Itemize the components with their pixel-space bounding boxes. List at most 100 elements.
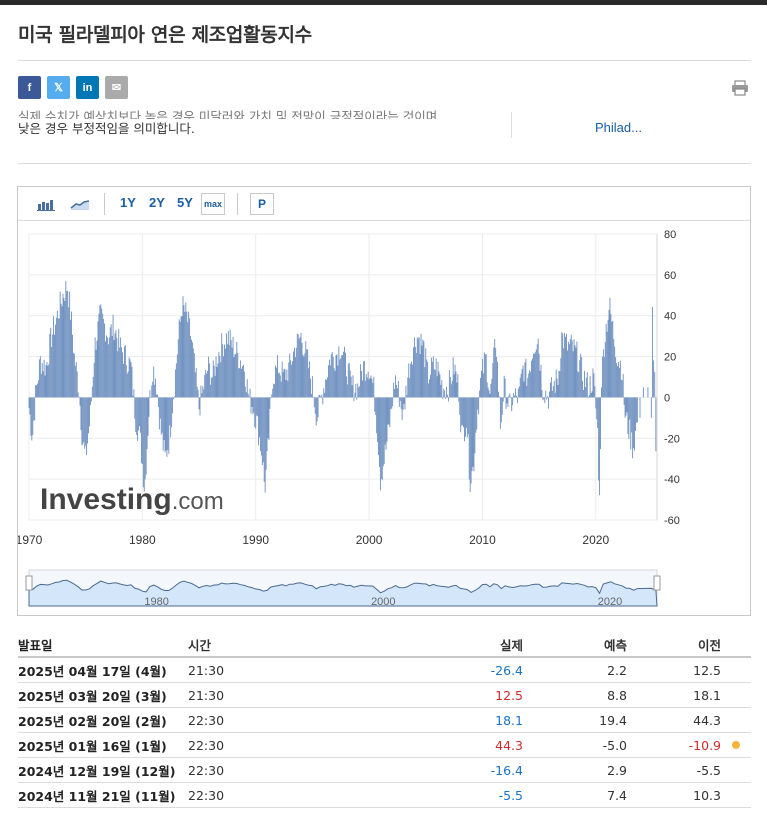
data-bar <box>410 363 412 398</box>
data-bar <box>506 397 508 404</box>
data-bar <box>635 397 637 423</box>
data-bar <box>236 341 238 398</box>
data-bar <box>386 397 388 442</box>
data-bar <box>400 397 402 409</box>
data-bar <box>202 386 204 398</box>
row-time: 22:30 <box>188 737 225 753</box>
data-bar <box>344 346 345 398</box>
header-actual[interactable]: 실제 <box>499 637 523 653</box>
data-bar <box>244 386 246 398</box>
data-bar <box>427 362 429 398</box>
share-bar: f 𝕏 in ✉ <box>18 76 128 99</box>
navigator-handle[interactable] <box>653 575 661 591</box>
data-bar <box>487 387 489 398</box>
data-bar <box>118 328 120 398</box>
range-1y-button[interactable]: 1Y <box>120 195 136 210</box>
range-2y-button[interactable]: 2Y <box>149 195 165 210</box>
data-bar <box>77 392 79 398</box>
print-icon[interactable] <box>731 80 749 96</box>
data-bar <box>212 360 214 398</box>
data-bar <box>542 397 544 401</box>
data-bar <box>497 361 498 398</box>
twitter-share-button[interactable]: 𝕏 <box>47 76 70 99</box>
data-bar <box>440 384 442 398</box>
data-bar <box>312 397 314 399</box>
data-bar <box>164 397 166 453</box>
data-bar <box>463 397 464 428</box>
header-forecast[interactable]: 예측 <box>603 637 627 653</box>
data-bar <box>55 317 57 398</box>
data-bar <box>563 348 565 398</box>
data-bar <box>117 351 119 398</box>
data-bar <box>532 353 534 398</box>
revised-dot-icon[interactable] <box>732 741 740 749</box>
data-bar <box>263 397 265 482</box>
data-bar <box>101 308 103 398</box>
area-chart-icon[interactable] <box>68 193 92 215</box>
data-bar <box>552 386 554 398</box>
data-bar <box>524 362 526 398</box>
data-bar <box>561 332 563 398</box>
navigator-handle[interactable] <box>25 575 33 591</box>
related-indicator-link[interactable]: Philad... <box>595 120 642 135</box>
data-bar <box>293 347 295 398</box>
data-bar <box>519 377 521 398</box>
data-bar <box>471 397 473 472</box>
data-bar <box>436 376 438 398</box>
data-bar <box>451 381 453 398</box>
range-5y-button[interactable]: 5Y <box>177 195 193 210</box>
data-bar <box>545 390 547 398</box>
data-bar <box>39 356 41 398</box>
data-bar <box>447 394 448 398</box>
data-bar <box>592 368 594 398</box>
data-bar <box>393 382 395 398</box>
data-bar <box>149 390 151 398</box>
data-bar <box>472 397 474 467</box>
data-bar <box>373 376 375 398</box>
data-bar <box>271 394 273 398</box>
range-max-button[interactable]: max <box>201 193 225 215</box>
data-bar <box>568 344 570 398</box>
data-bar <box>632 397 634 459</box>
data-bar <box>257 397 259 417</box>
data-bar <box>175 363 177 398</box>
data-bar <box>339 359 341 398</box>
email-share-button[interactable]: ✉ <box>105 76 128 99</box>
data-bar <box>272 388 274 398</box>
data-bar <box>377 397 379 443</box>
data-bar <box>289 353 291 398</box>
data-bar <box>199 397 201 416</box>
data-bar <box>37 383 38 398</box>
data-bar <box>83 397 85 443</box>
data-bar <box>29 397 31 415</box>
y-tick-label: -40 <box>664 474 680 486</box>
header-date[interactable]: 발표일 <box>18 637 53 653</box>
header-previous[interactable]: 이전 <box>697 637 721 653</box>
data-bar <box>516 397 518 404</box>
data-bar <box>591 391 593 398</box>
data-bar <box>124 345 126 398</box>
data-bar <box>396 384 397 398</box>
range-navigator[interactable]: 1980 2000 2020 <box>25 569 661 608</box>
data-bar <box>621 380 623 398</box>
data-bar <box>247 393 249 398</box>
data-bar <box>40 373 42 398</box>
investing-watermark: Investing.com <box>40 483 224 516</box>
data-bar <box>551 390 553 398</box>
data-bar <box>165 397 167 451</box>
data-bar <box>498 396 500 398</box>
period-p-button[interactable]: P <box>250 193 274 215</box>
data-bar <box>109 327 111 398</box>
bar-chart-icon[interactable] <box>34 193 58 215</box>
data-bar <box>280 381 282 398</box>
chart-toolbar: 1Y 2Y 5Y max P <box>18 187 750 221</box>
data-bar <box>423 341 425 398</box>
data-bar <box>292 361 294 398</box>
description-line-2: 낮은 경우 부정적임을 의미합니다. <box>18 121 195 136</box>
data-bar <box>595 397 597 409</box>
linkedin-share-button[interactable]: in <box>76 76 99 99</box>
header-time[interactable]: 시간 <box>188 637 212 653</box>
data-bar <box>549 391 550 398</box>
data-bar <box>106 337 108 398</box>
facebook-share-button[interactable]: f <box>18 76 41 99</box>
